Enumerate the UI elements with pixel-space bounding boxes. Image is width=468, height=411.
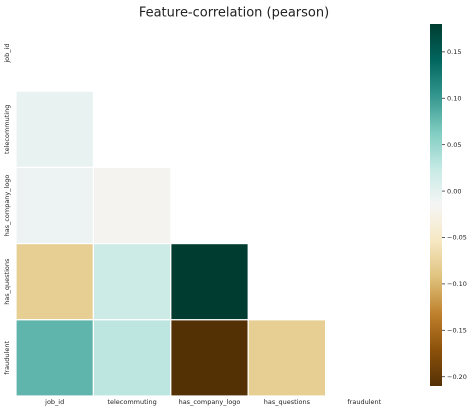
y-tick-labels: job_id telecommuting has_company_logo has_q… [3, 44, 11, 375]
colorbar-tick-label: −0.20 [447, 373, 467, 381]
colorbar-tick-label: 0.05 [447, 141, 461, 149]
x-tick-label: telecommuting [107, 398, 156, 406]
heatmap-cell-fraudulent-telecommuting [92, 319, 172, 397]
colorbar-tick-label: −0.15 [447, 327, 467, 335]
y-tick-label: has_questions [3, 258, 11, 305]
x-tick-label: fraudulent [347, 398, 381, 406]
x-tick-label: has_questions [264, 398, 311, 406]
chart-title: Feature-correlation (pearson) [139, 6, 329, 21]
y-tick-label: has_company_logo [3, 175, 11, 237]
y-tick-label: job_id [3, 44, 11, 64]
colorbar-tick-label: −0.05 [447, 234, 467, 242]
heatmap-cell-has_questions-has_company_logo [170, 243, 249, 321]
colorbar-tick-label: −0.10 [447, 280, 467, 288]
x-tick-labels: job_id telecommuting has_company_logo has_q… [44, 398, 381, 406]
heatmap-cells [15, 90, 327, 397]
x-tick-label: has_company_logo [179, 398, 241, 406]
colorbar: −0.20 −0.15 −0.10 −0.05 0.00 0.05 0.10 0.15 [430, 24, 467, 386]
heatmap-cell-has_questions-telecommuting [92, 243, 172, 321]
y-tick-label: telecommuting [3, 105, 11, 154]
colorbar-tick-label: 0.10 [447, 94, 461, 102]
y-tick-label: fraudulent [3, 341, 11, 375]
heatmap-cell-fraudulent-has_questions [247, 319, 327, 397]
heatmap-cell-telecommuting-job_id [15, 90, 95, 168]
heatmap-cell-fraudulent-has_company_logo [170, 319, 249, 397]
heatmap-cell-fraudulent-job_id [15, 319, 95, 397]
heatmap-cell-has_company_logo-job_id [15, 166, 95, 245]
heatmap-cell-has_questions-job_id [15, 243, 95, 321]
x-tick-label: job_id [44, 398, 64, 406]
heatmap-cell-has_company_logo-telecommuting [92, 166, 172, 245]
colorbar-tick-label: 0.15 [447, 48, 461, 56]
colorbar-tick-label: 0.00 [447, 187, 461, 195]
colorbar-gradient [430, 24, 442, 386]
